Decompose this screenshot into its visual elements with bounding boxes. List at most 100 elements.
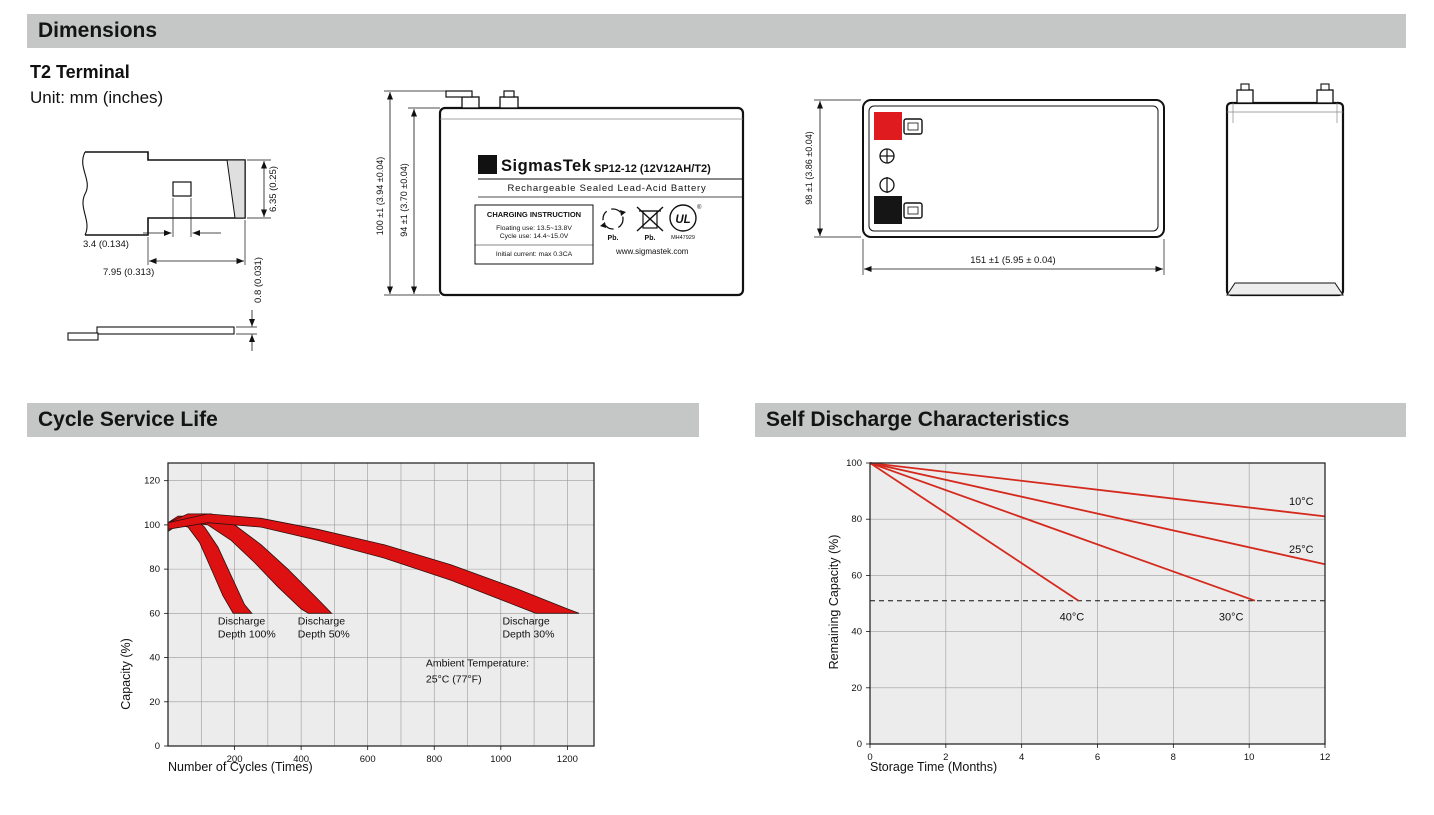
svg-text:800: 800 bbox=[426, 754, 442, 765]
svg-text:40: 40 bbox=[149, 653, 160, 664]
charging-line3: Initial current: max 0.3CA bbox=[496, 251, 573, 258]
dim-height-overall-label: 100 ±1 (3.94 ±0.04) bbox=[375, 157, 385, 235]
x-axis-label: Number of Cycles (Times) bbox=[168, 760, 313, 774]
ul-mark-icon: UL ® MH47929 bbox=[669, 204, 702, 241]
svg-text:UL: UL bbox=[675, 214, 690, 226]
svg-text:12: 12 bbox=[1320, 752, 1331, 763]
sigma-logo-box bbox=[478, 155, 497, 174]
positive-terminal-marker bbox=[874, 112, 902, 140]
battery-side-view bbox=[1225, 83, 1345, 297]
series-label: 30°C bbox=[1219, 611, 1244, 623]
svg-text:80: 80 bbox=[149, 564, 160, 575]
svg-text:100: 100 bbox=[144, 520, 160, 531]
svg-text:0: 0 bbox=[155, 741, 160, 752]
terminal-detail-drawing: 6.35 (0.25) 3.4 (0.134) 7.95 (0.313) 0.8… bbox=[67, 151, 279, 351]
brand-name: SigmasTek bbox=[501, 157, 592, 175]
chart-annotation: 25°C (77°F) bbox=[426, 673, 482, 685]
terminal-body-outline bbox=[85, 151, 246, 236]
svg-text:Pb.: Pb. bbox=[608, 235, 619, 242]
website-text: www.sigmastek.com bbox=[615, 247, 689, 256]
svg-text:120: 120 bbox=[144, 476, 160, 487]
band-label: Discharge bbox=[218, 615, 265, 627]
svg-text:100: 100 bbox=[846, 458, 862, 469]
ul-file-number: MH47929 bbox=[671, 235, 695, 241]
band-label: Depth 100% bbox=[218, 628, 276, 640]
dim-blade-length-label: 7.95 (0.313) bbox=[103, 267, 154, 278]
recycle-pb-icon: Pb. bbox=[600, 208, 626, 242]
section-header-cycle-service-life: Cycle Service Life bbox=[27, 403, 699, 437]
plot-border bbox=[167, 462, 595, 747]
side-view-base bbox=[1226, 282, 1344, 296]
battery-label: Σ SigmasTek SP12-12 (12V12AH/T2) Recharg… bbox=[474, 155, 742, 265]
svg-text:Pb.: Pb. bbox=[645, 235, 656, 242]
dim-blade-thickness: 0.8 (0.031) bbox=[236, 257, 264, 351]
svg-text:1200: 1200 bbox=[557, 754, 578, 765]
svg-text:200: 200 bbox=[227, 754, 243, 765]
series-line bbox=[869, 462, 1326, 566]
dim-blade-length: 7.95 (0.313) bbox=[103, 220, 246, 278]
blade-edge-view bbox=[67, 326, 235, 341]
side-view-case bbox=[1225, 101, 1345, 297]
positive-terminal-clip bbox=[903, 118, 923, 135]
negative-terminal-marker bbox=[874, 196, 902, 224]
series-line bbox=[869, 462, 1079, 602]
x-axis-label: Storage Time (Months) bbox=[870, 760, 997, 774]
svg-text:1000: 1000 bbox=[490, 754, 511, 765]
series-label: 25°C bbox=[1289, 544, 1314, 556]
section-header-self-discharge: Self Discharge Characteristics bbox=[755, 403, 1406, 437]
top-view-outer-case bbox=[862, 99, 1165, 238]
dim-blade-width: 6.35 (0.25) bbox=[247, 159, 279, 219]
band-label: Depth 30% bbox=[502, 628, 554, 640]
svg-text:40: 40 bbox=[851, 627, 862, 638]
series-line bbox=[869, 462, 1326, 518]
svg-text:0: 0 bbox=[867, 752, 872, 763]
svg-text:10: 10 bbox=[1244, 752, 1255, 763]
negative-terminal-clip bbox=[903, 202, 923, 219]
terminal-hole bbox=[172, 181, 192, 197]
dim-height-container: 94 ±1 (3.70 ±0.04) bbox=[399, 107, 440, 294]
series-line bbox=[869, 462, 1256, 602]
svg-text:2: 2 bbox=[943, 752, 948, 763]
plus-symbol-icon bbox=[879, 148, 895, 164]
charging-line1: Floating use: 13.5~13.8V bbox=[496, 225, 572, 232]
charging-line2: Cycle use: 14.4~15.0V bbox=[500, 233, 569, 240]
side-view-terminals bbox=[1236, 83, 1334, 104]
dim-hole-label: 3.4 (0.134) bbox=[83, 239, 129, 250]
dim-length-label: 151 ±1 (5.95 ± 0.04) bbox=[970, 255, 1055, 266]
series-label: 40°C bbox=[1060, 611, 1085, 623]
terminal-type-title: T2 Terminal bbox=[30, 62, 130, 82]
svg-text:6: 6 bbox=[1095, 752, 1100, 763]
band-label: Depth 50% bbox=[298, 628, 350, 640]
svg-text:60: 60 bbox=[149, 608, 160, 619]
band-label: Discharge bbox=[502, 615, 549, 627]
unit-note: Unit: mm (inches) bbox=[30, 88, 164, 107]
dim-blade-width-label: 6.35 (0.25) bbox=[268, 166, 279, 212]
crossed-bin-pb-icon: Pb. bbox=[636, 206, 664, 242]
section-header-dimensions: Dimensions bbox=[27, 14, 1406, 48]
cycle-service-life-chart: 0 20 40 60 80 100 120 200 400 600 800 1000 1200 Disch… bbox=[119, 462, 595, 774]
gridlines bbox=[870, 463, 1325, 744]
terminal-posts bbox=[445, 90, 519, 109]
svg-text:600: 600 bbox=[360, 754, 376, 765]
dim-width-label: 98 ±1 (3.86 ±0.04) bbox=[804, 131, 814, 204]
band-label: Discharge bbox=[298, 615, 345, 627]
break-line bbox=[82, 151, 88, 236]
svg-text:4: 4 bbox=[1019, 752, 1024, 763]
tick-labels: 0 20 40 60 80 100 0 2 4 6 8 10 12 bbox=[846, 458, 1330, 763]
sigma-logo-glyph: Σ bbox=[483, 157, 491, 173]
dim-hole: 3.4 (0.134) bbox=[83, 198, 221, 250]
dim-height-container-label: 94 ±1 (3.70 ±0.04) bbox=[399, 163, 409, 236]
dim-blade-thickness-label: 0.8 (0.031) bbox=[253, 257, 264, 303]
svg-text:60: 60 bbox=[851, 570, 862, 581]
y-axis-label: Remaining Capacity (%) bbox=[827, 535, 841, 670]
charging-instruction-box bbox=[474, 204, 594, 265]
chart-annotation: Ambient Temperature: bbox=[426, 657, 529, 669]
svg-text:0: 0 bbox=[857, 739, 862, 750]
svg-text:8: 8 bbox=[1171, 752, 1176, 763]
top-view-inner-rim bbox=[868, 105, 1159, 232]
blade-tip-chamfer bbox=[226, 159, 246, 219]
svg-text:20: 20 bbox=[851, 683, 862, 694]
svg-text:80: 80 bbox=[851, 514, 862, 525]
tick-labels: 0 20 40 60 80 100 120 200 400 600 800 1000 1200 bbox=[144, 476, 578, 765]
battery-type-text: Rechargeable Sealed Lead-Acid Battery bbox=[507, 183, 706, 194]
